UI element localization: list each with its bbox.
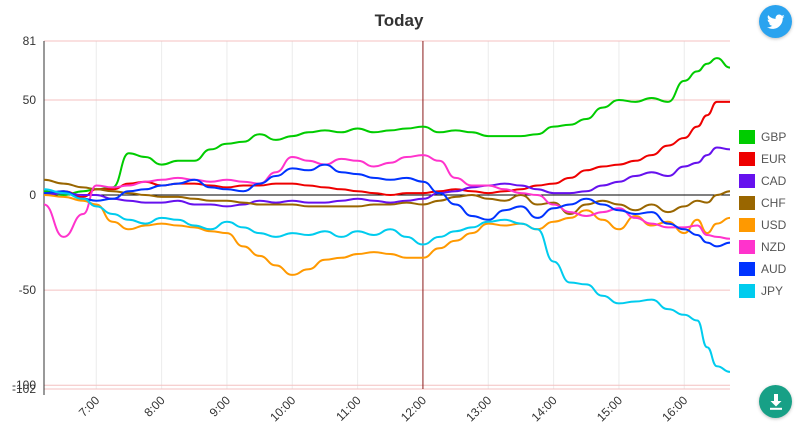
legend-swatch-usd [739, 218, 755, 232]
legend-swatch-nzd [739, 240, 755, 254]
legend-swatch-chf [739, 196, 755, 210]
y-tick-label: -102 [12, 382, 36, 396]
y-tick-label: 81 [23, 34, 37, 48]
legend: GBP EUR CAD CHF USD NZD AUD JPY [739, 130, 787, 298]
y-tick-label: 50 [23, 93, 37, 107]
download-arrow-icon [769, 393, 782, 410]
legend-label-jpy: JPY [761, 284, 783, 298]
series-line-nzd [43, 154, 731, 240]
x-tick-label: 9:00 [207, 393, 234, 420]
x-tick-label: 12:00 [398, 393, 429, 423]
x-tick-label: 13:00 [463, 393, 494, 423]
legend-swatch-eur [739, 152, 755, 166]
legend-label-cad: CAD [761, 174, 787, 188]
twitter-bird-icon [766, 14, 785, 29]
legend-label-nzd: NZD [761, 240, 786, 254]
y-tick-label: -100 [12, 378, 36, 392]
chart-title: Today [375, 11, 424, 30]
y-tick-label: -50 [19, 283, 37, 297]
legend-swatch-gbp [739, 130, 755, 144]
legend-label-aud: AUD [761, 262, 787, 276]
legend-swatch-aud [739, 262, 755, 276]
x-tick-label: 16:00 [659, 393, 690, 423]
twitter-share-button[interactable] [759, 5, 792, 38]
series-line-gbp [43, 57, 731, 196]
y-tick-label: 0 [29, 188, 36, 202]
series-line-cad [43, 146, 731, 208]
x-tick-label: 11:00 [333, 393, 364, 423]
axes: 81 50 0 -50 -100-102 7:00 8:00 9:00 10:00 11:00 12… [12, 34, 691, 423]
grid [44, 40, 730, 390]
series-line-usd [43, 194, 731, 276]
legend-label-usd: USD [761, 218, 787, 232]
series-layer [43, 57, 731, 373]
x-tick-label: 8:00 [141, 393, 168, 420]
x-tick-label: 15:00 [594, 393, 625, 423]
download-button[interactable] [759, 385, 792, 418]
x-tick-label: 7:00 [76, 393, 103, 420]
x-tick-label: 10:00 [267, 393, 298, 423]
x-tick-label: 14:00 [529, 393, 560, 423]
series-line-chf [43, 178, 731, 215]
legend-label-eur: EUR [761, 152, 787, 166]
series-line-aud [43, 163, 731, 248]
legend-swatch-jpy [739, 284, 755, 298]
legend-label-chf: CHF [761, 196, 786, 210]
legend-swatch-cad [739, 174, 755, 188]
series-line-jpy [43, 188, 731, 373]
legend-label-gbp: GBP [761, 130, 786, 144]
